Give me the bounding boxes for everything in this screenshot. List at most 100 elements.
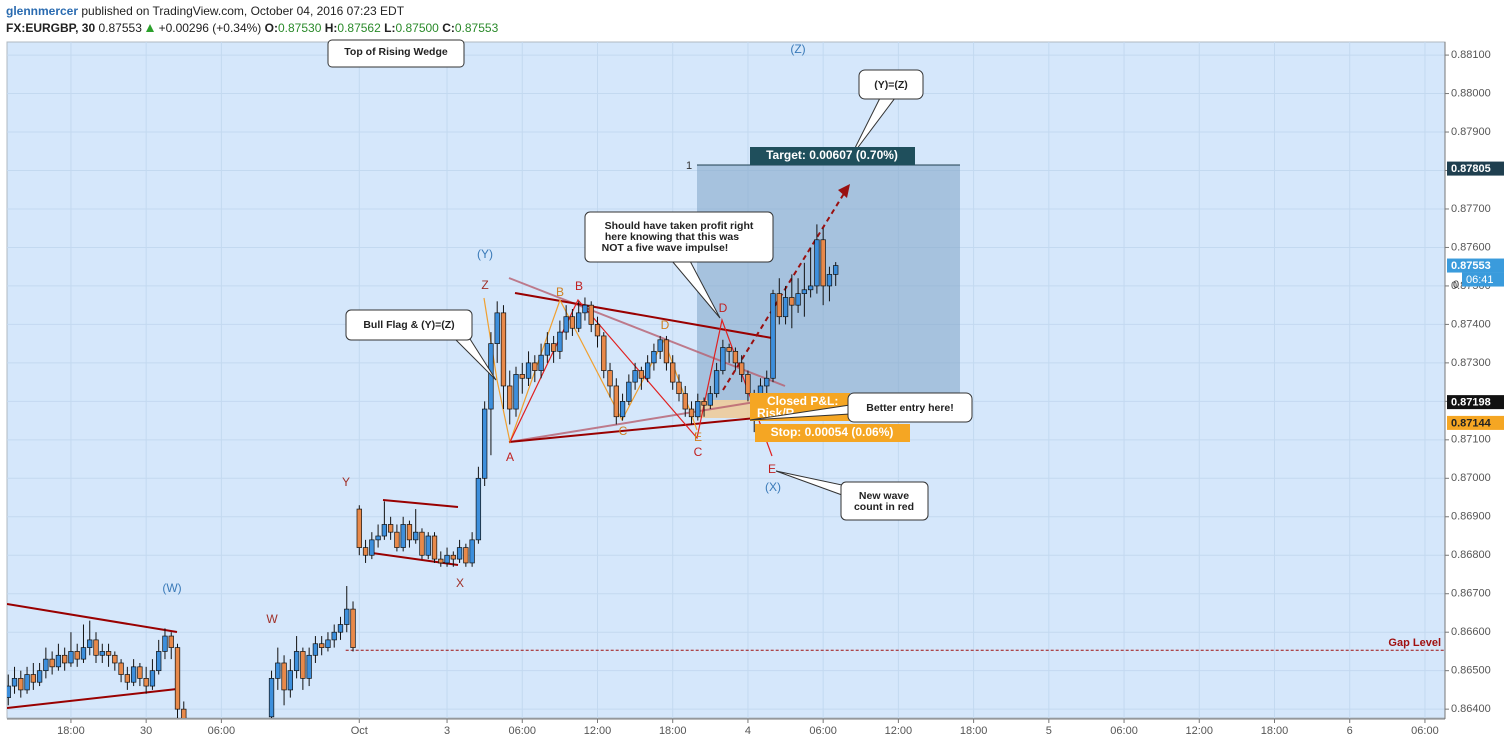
candle-body [49,658,55,668]
wave-label: B [575,279,583,293]
wave-label: C [619,424,628,438]
candle-body [594,324,601,337]
candle-body [613,385,619,418]
candle-body [362,547,369,556]
price-tag-label: 0.87805 [1451,163,1491,175]
candle-body [394,531,400,548]
candle-body [726,347,732,352]
candle-body [644,362,651,379]
candle-body [350,608,356,648]
x-tick-label: 6 [1347,725,1353,737]
candle-body [670,362,676,383]
wave-label: E [768,462,776,476]
trend-line [7,688,178,709]
candle-body [789,297,795,306]
candle-body [676,381,682,395]
candle-body [833,265,839,275]
candles [7,224,839,718]
price-tag [1447,258,1504,273]
wave-label: D [661,318,670,332]
trend-line [382,499,459,508]
candle-body [99,651,105,656]
price-tag [1447,415,1504,430]
candle-body [651,350,657,364]
y-tick-label: 0.88100 [1451,49,1491,61]
candle-body [87,639,93,648]
x-tick-label: 18:00 [1261,725,1289,737]
candle-body [588,304,594,325]
candle-body [300,651,306,679]
wave-label: X [456,576,464,590]
candle-body [181,708,187,718]
candle-body [456,547,463,560]
candle-body [275,662,281,679]
candle-body [344,608,350,625]
y-tick-label: 0.86700 [1451,588,1491,600]
time-axis [0,719,1445,746]
h: 0.87562 [337,21,381,35]
candle-body [112,654,118,664]
wave-label: Z [481,278,488,292]
candle-body [105,651,112,656]
candle-body [494,312,500,344]
candle-body [375,535,381,541]
candle-body [450,554,456,560]
candle-body [162,635,168,652]
candle-body [801,289,808,294]
x-tick-label: 06:00 [1110,725,1138,737]
y-tick-label: 0.86800 [1451,549,1491,561]
x-tick-label: 06:00 [509,725,537,737]
candle-body [619,401,626,418]
wave-label: (W) [162,581,181,595]
level-label: 0 [1453,279,1459,291]
trend-line [514,292,773,339]
c: 0.87553 [454,21,499,35]
candle-body [720,347,726,371]
candle-body [130,666,137,683]
candle-body [814,239,820,287]
trend-line [508,417,757,443]
author: glennmercer [6,4,79,18]
countdown: 06:41 [1466,274,1494,286]
candle-body [174,647,181,710]
callout [327,39,465,68]
candle-body [776,293,782,318]
o-label: O: [264,21,278,35]
y-tick-label: 0.87100 [1451,434,1491,446]
candle-body [356,508,362,548]
wave-label: E [694,430,702,444]
candle-body [663,339,670,364]
candle-body [369,539,375,556]
candle-body [695,401,701,418]
last: 0.87553 [98,21,142,35]
candle-body [319,643,325,648]
callout [847,392,973,423]
candle-body [500,312,507,387]
callout-text: Should have taken profit right [605,220,754,232]
x-tick-label: 3 [444,725,450,737]
candle-body [576,312,582,329]
candle-body [143,678,149,687]
y-tick-label: 0.86500 [1451,665,1491,677]
candle-body [400,524,406,548]
candle-body [626,381,632,402]
stop-label [755,424,910,442]
callout-text: NOT a five wave impulse! [602,242,729,254]
candle-body [268,678,275,718]
candle-body [532,362,538,371]
target-text: Target: 0.00607 (0.70%) [766,148,898,162]
candle-body [43,658,49,672]
x-tick-label: 06:00 [809,725,837,737]
candle-body [18,678,24,691]
x-tick-label: 18:00 [659,725,687,737]
candle-body [413,531,419,541]
candle-body [118,662,124,675]
l-label: L: [384,21,396,35]
candle-body [463,547,469,564]
candle-body [406,524,413,541]
callout [858,69,924,100]
price-tag-label: 0.87144 [1451,417,1492,429]
candle-body [7,685,11,698]
candle-body [137,666,143,679]
callout-text: (Y)=(Z) [874,79,908,91]
